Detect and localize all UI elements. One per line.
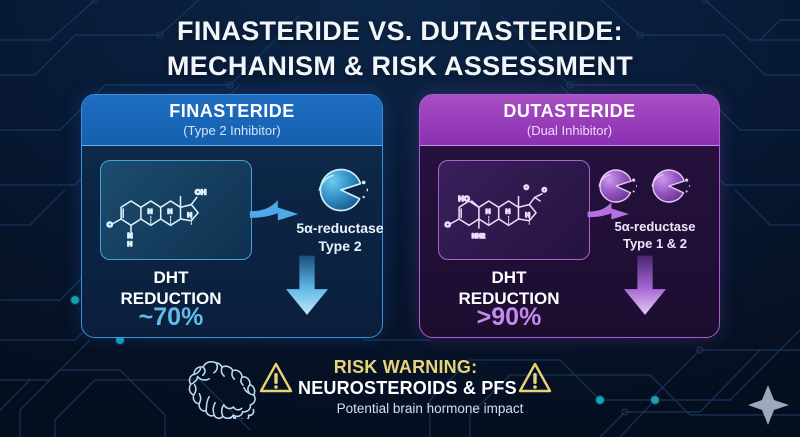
svg-text:H: H [148, 209, 153, 216]
svg-text:H: H [127, 241, 132, 248]
svg-text:OH: OH [195, 188, 206, 197]
svg-text:H: H [167, 209, 172, 216]
svg-text:N: N [127, 231, 132, 240]
svg-text:O: O [524, 184, 529, 191]
svg-text:H: H [486, 209, 491, 216]
svg-text:O: O [445, 220, 451, 229]
svg-text:NH2: NH2 [472, 233, 486, 240]
svg-text:O: O [107, 220, 113, 229]
svg-text:HO: HO [458, 194, 470, 203]
svg-text:O: O [542, 187, 547, 194]
svg-text:H: H [505, 209, 510, 216]
